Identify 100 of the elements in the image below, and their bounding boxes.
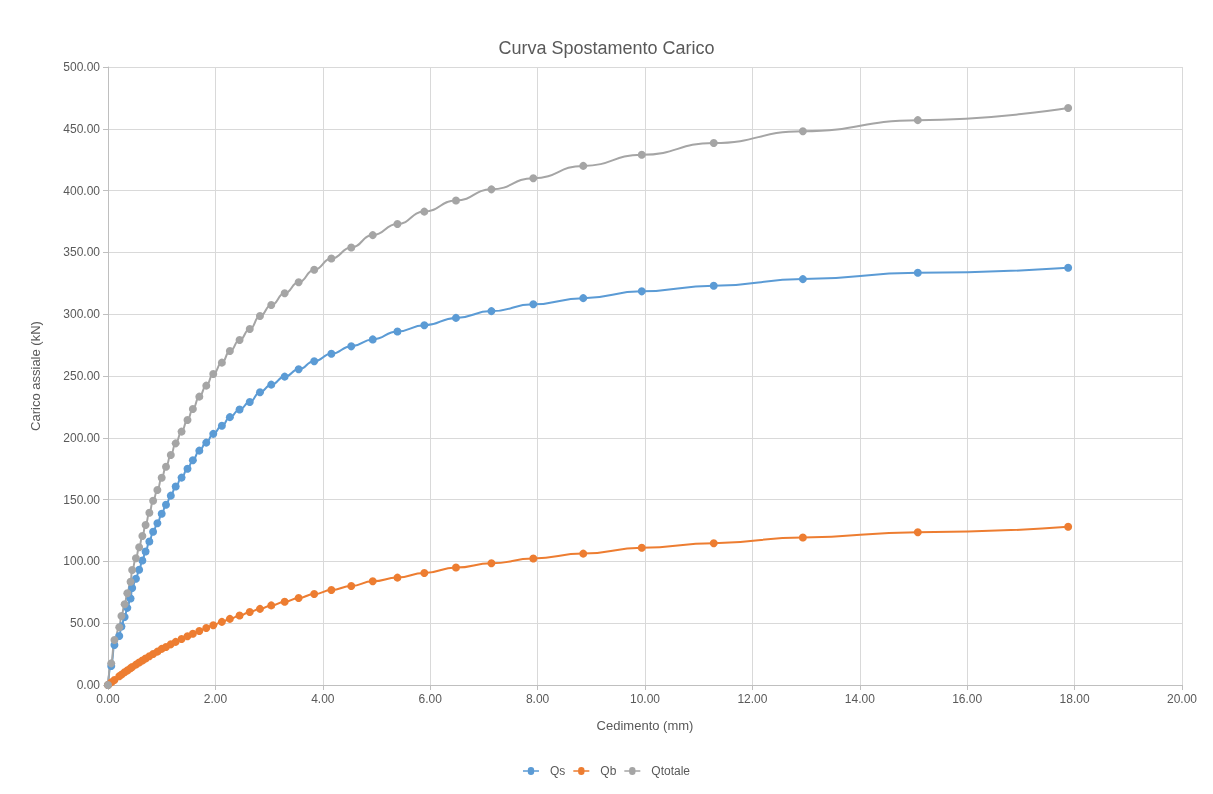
x-axis-title: Cedimento (mm) bbox=[596, 718, 694, 733]
point bbox=[451, 563, 460, 572]
point bbox=[267, 301, 276, 310]
point bbox=[255, 312, 264, 321]
point bbox=[202, 381, 211, 390]
point bbox=[255, 388, 264, 397]
point bbox=[913, 528, 922, 537]
point bbox=[171, 637, 180, 646]
point bbox=[310, 265, 319, 274]
point bbox=[327, 586, 336, 595]
point bbox=[135, 565, 144, 574]
point bbox=[294, 365, 303, 374]
y-tick-label: 400.00 bbox=[63, 183, 101, 198]
point bbox=[157, 473, 166, 482]
point bbox=[529, 300, 538, 309]
point bbox=[195, 626, 204, 635]
x-tick-label: 0.00 bbox=[96, 692, 120, 706]
point bbox=[149, 496, 158, 505]
point bbox=[798, 275, 807, 284]
point bbox=[368, 577, 377, 586]
point bbox=[235, 336, 244, 345]
point bbox=[171, 482, 180, 491]
x-tick-label: 2.00 bbox=[203, 692, 228, 706]
point bbox=[529, 174, 538, 183]
point bbox=[255, 604, 264, 613]
point bbox=[195, 446, 204, 455]
x-tick-label: 20.00 bbox=[1166, 692, 1198, 706]
point bbox=[149, 527, 158, 536]
point bbox=[294, 278, 303, 287]
legend-label: Qtotale bbox=[651, 764, 691, 778]
y-tick-label: 150.00 bbox=[63, 492, 101, 507]
point bbox=[368, 231, 377, 240]
point bbox=[183, 464, 192, 473]
point bbox=[1064, 104, 1073, 113]
point bbox=[637, 150, 646, 159]
point bbox=[128, 566, 137, 575]
point bbox=[131, 554, 140, 563]
point bbox=[709, 139, 718, 148]
point bbox=[798, 533, 807, 542]
point bbox=[487, 559, 496, 568]
point bbox=[310, 357, 319, 366]
point bbox=[913, 116, 922, 125]
point bbox=[209, 621, 218, 630]
point bbox=[166, 450, 175, 459]
point bbox=[110, 636, 119, 645]
x-tick-label: 18.00 bbox=[1059, 692, 1090, 706]
point bbox=[153, 485, 162, 494]
point bbox=[798, 127, 807, 136]
point bbox=[393, 573, 402, 582]
point bbox=[202, 624, 211, 633]
point bbox=[195, 392, 204, 401]
point bbox=[245, 608, 254, 617]
point bbox=[1064, 522, 1073, 531]
point bbox=[245, 325, 254, 334]
point bbox=[162, 500, 170, 509]
point bbox=[267, 601, 276, 610]
point bbox=[135, 543, 144, 552]
point bbox=[368, 335, 377, 344]
point bbox=[235, 405, 244, 414]
point bbox=[209, 370, 218, 379]
point bbox=[637, 287, 646, 296]
point bbox=[209, 429, 218, 438]
point bbox=[217, 358, 226, 367]
legend-label: Qb bbox=[600, 764, 617, 778]
point bbox=[393, 219, 402, 228]
point bbox=[145, 508, 154, 517]
point bbox=[327, 254, 336, 263]
point bbox=[183, 416, 192, 424]
point bbox=[225, 413, 234, 422]
point bbox=[188, 629, 197, 638]
x-tick-label: 16.00 bbox=[952, 692, 983, 706]
y-axis-title: Carico assiale (kN) bbox=[28, 321, 43, 431]
y-tick-label: 50.00 bbox=[69, 616, 101, 631]
point bbox=[245, 397, 254, 406]
point bbox=[487, 185, 496, 194]
point bbox=[487, 307, 496, 316]
point bbox=[347, 342, 356, 351]
point bbox=[420, 569, 429, 578]
point bbox=[177, 473, 186, 482]
y-tick-label: 250.00 bbox=[63, 369, 101, 383]
point bbox=[913, 268, 922, 277]
chart-title: Curva Spostamento Carico bbox=[498, 38, 715, 58]
point bbox=[347, 243, 356, 252]
point bbox=[393, 327, 402, 336]
point bbox=[280, 597, 289, 606]
x-tick-label: 6.00 bbox=[418, 692, 443, 706]
point bbox=[141, 547, 150, 556]
point bbox=[123, 589, 132, 598]
x-tick-label: 10.00 bbox=[629, 692, 661, 706]
x-tick-label: 14.00 bbox=[844, 692, 876, 706]
point bbox=[529, 554, 538, 563]
point bbox=[579, 161, 588, 170]
y-tick-label: 450.00 bbox=[63, 121, 101, 136]
point bbox=[153, 519, 162, 528]
point bbox=[217, 421, 226, 430]
point bbox=[171, 439, 180, 448]
point bbox=[310, 590, 319, 599]
point bbox=[166, 491, 175, 500]
y-tick-label: 0.00 bbox=[76, 678, 101, 692]
x-tick-label: 4.00 bbox=[311, 692, 335, 706]
